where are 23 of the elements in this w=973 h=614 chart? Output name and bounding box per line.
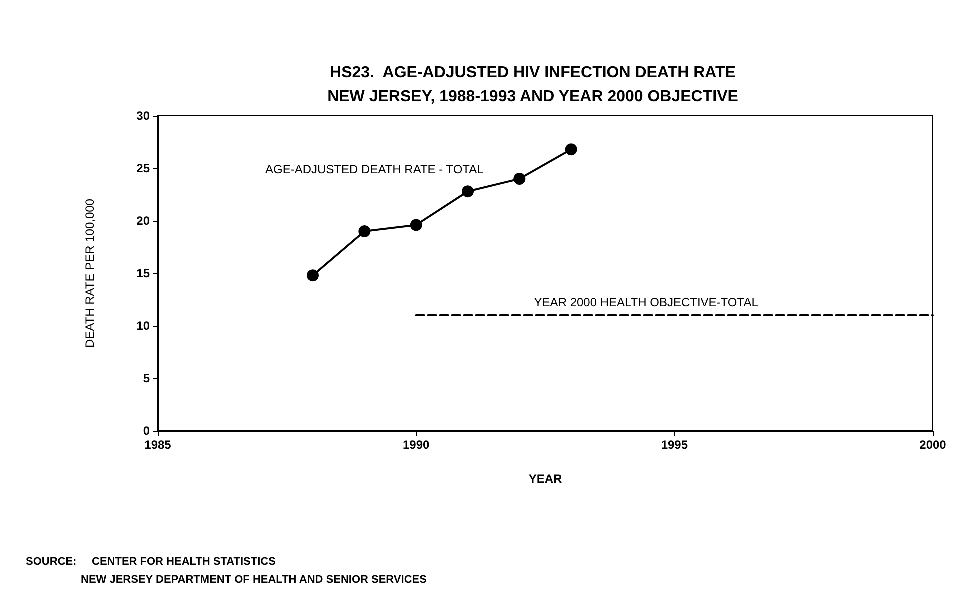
point <box>565 144 578 156</box>
y-tick-label: 30 <box>136 109 150 123</box>
x-tick-label: 1995 <box>661 438 688 452</box>
source-note: SOURCE: CENTER FOR HEALTH STATISTICS NEW JERSEY DEPARTMENT OF HEALTH AND SENIOR SERVICES <box>26 556 427 586</box>
series-label: YEAR 2000 HEALTH OBJECTIVE-TOTAL <box>534 296 759 310</box>
point <box>307 270 319 282</box>
x-axis-title: YEAR <box>528 472 562 486</box>
y-tick-label: 25 <box>136 162 150 176</box>
y-tick-label: 0 <box>143 424 150 438</box>
point <box>514 173 526 185</box>
point <box>358 226 371 238</box>
y-tick-label: 5 <box>143 372 150 386</box>
point <box>410 219 422 232</box>
x-tick-label: 1990 <box>402 438 430 452</box>
y-tick-label: 10 <box>136 319 150 333</box>
point <box>462 186 474 198</box>
x-tick-label: 2000 <box>920 438 947 452</box>
series-label: AGE-ADJUSTED DEATH RATE - TOTAL <box>266 162 484 176</box>
chart-title: HS23. AGE-ADJUSTED HIV INFECTION DEATH RATE NEW JERSEY, 1988-1993 AND YEAR 2000 OBJECTIVE <box>328 64 739 106</box>
x-tick-label: 1985 <box>144 438 172 452</box>
y-tick-label: 20 <box>136 214 150 228</box>
y-tick-label: 15 <box>136 266 150 280</box>
y-axis-title: DEATH RATE PER 100,000 <box>83 198 97 348</box>
